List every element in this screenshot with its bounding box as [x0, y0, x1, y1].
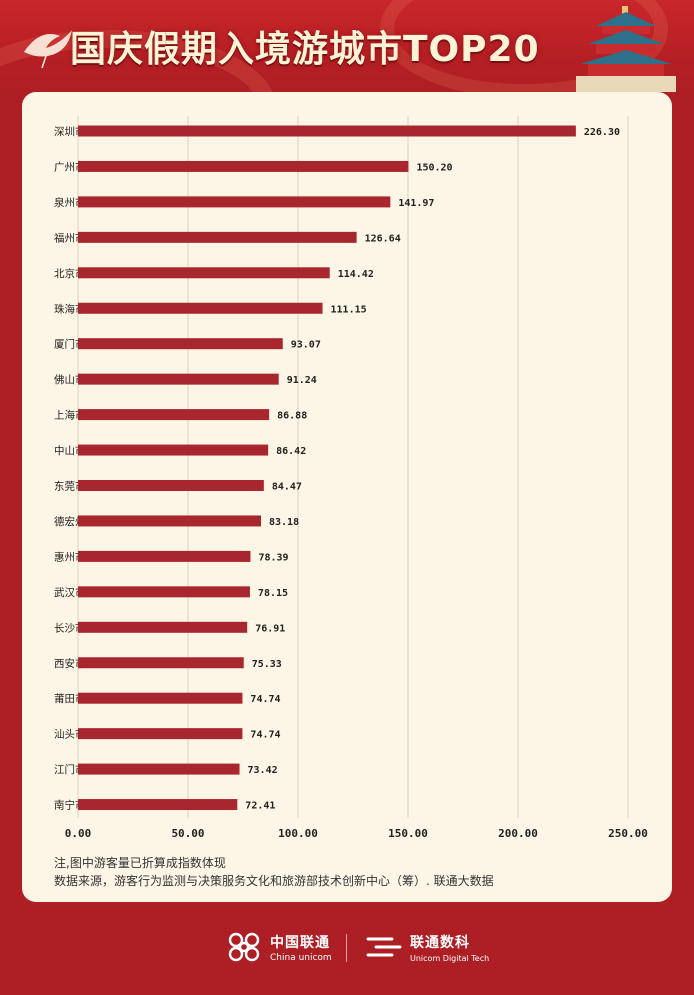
- category-label: 东莞市: [54, 480, 86, 493]
- bar: [78, 692, 243, 704]
- unicom-digital-brand: 联通数科 Unicom Digital Tech: [410, 932, 489, 963]
- value-label: 74.74: [250, 730, 280, 741]
- value-label: 111.15: [331, 304, 367, 315]
- china-unicom-logo-icon: [228, 932, 260, 962]
- category-label: 深圳市: [54, 125, 86, 138]
- value-label: 75.33: [252, 659, 282, 670]
- bar: [78, 728, 243, 740]
- category-label: 佛山市: [54, 373, 86, 386]
- value-label: 86.42: [276, 446, 306, 457]
- x-tick-label: 0.00: [65, 827, 92, 840]
- bar: [78, 480, 264, 491]
- bar: [78, 515, 261, 527]
- x-tick-label: 150.00: [388, 827, 428, 840]
- value-label: 72.41: [245, 801, 275, 812]
- source-line: 数据来源，游客行为监测与决策服务文化和旅游部技术创新中心（筹）. 联通大数据: [54, 874, 494, 888]
- bar: [78, 373, 279, 385]
- value-label: 150.20: [416, 162, 452, 173]
- bar: [78, 763, 240, 775]
- category-label: 莆田市: [54, 692, 86, 705]
- value-label: 73.42: [248, 765, 278, 776]
- value-label: 91.24: [287, 375, 317, 386]
- category-label: 珠海市: [54, 302, 86, 315]
- category-label: 北京市: [54, 267, 86, 280]
- value-label: 114.42: [338, 269, 374, 280]
- bar: [78, 231, 357, 243]
- bar: [78, 586, 250, 598]
- chart-notes: 注,图中游客量已折算成指数体现 数据来源，游客行为监测与决策服务文化和旅游部技术…: [54, 854, 494, 890]
- bar: [78, 550, 251, 562]
- x-tick-label: 250.00: [608, 827, 648, 840]
- header-banner: 国庆假期入境游城市TOP20: [0, 0, 694, 95]
- category-label: 福州市: [54, 231, 86, 244]
- category-label: 广州市: [54, 160, 86, 173]
- unicom-digital-logo-icon: [366, 937, 402, 957]
- x-tick-label: 100.00: [278, 827, 318, 840]
- category-label: 汕头市: [54, 728, 86, 741]
- footer-divider: [346, 934, 347, 962]
- china-unicom-brand: 中国联通 China unicom: [270, 932, 332, 963]
- bar: [78, 125, 576, 137]
- value-label: 226.30: [584, 127, 620, 138]
- value-label: 78.39: [258, 552, 288, 563]
- value-label: 84.47: [272, 482, 302, 493]
- category-label: 武汉市: [54, 586, 86, 599]
- value-label: 141.97: [398, 198, 434, 209]
- value-label: 86.88: [277, 411, 307, 422]
- brand2-cn: 联通数科: [410, 935, 470, 951]
- brand1-cn: 中国联通: [270, 935, 330, 951]
- bar: [78, 409, 270, 421]
- category-label: 江门市: [54, 763, 86, 776]
- value-label: 74.74: [250, 694, 280, 705]
- brand1-en: China unicom: [270, 953, 332, 963]
- bar: [78, 160, 409, 172]
- x-tick-label: 50.00: [171, 827, 204, 840]
- category-label: 中山市: [54, 444, 86, 457]
- value-label: 76.91: [255, 623, 285, 634]
- category-label: 上海市: [54, 409, 86, 422]
- category-label: 南宁市: [54, 799, 86, 812]
- bar: [78, 196, 391, 208]
- category-label: 惠州市: [54, 550, 86, 563]
- crane-icon: [24, 30, 72, 69]
- bar: [78, 799, 238, 811]
- temple-icon: [576, 6, 676, 92]
- brand2-en: Unicom Digital Tech: [410, 954, 490, 963]
- category-label: 厦门市: [54, 338, 86, 351]
- note-line: 注,图中游客量已折算成指数体现: [54, 856, 226, 870]
- bar-chart: 0.00 50.00 100.00 150.00 200.00 250.00 深圳市 226.…: [54, 116, 648, 840]
- value-label: 83.18: [269, 517, 299, 528]
- category-label: 德宏州: [54, 515, 86, 528]
- category-label: 泉州市: [54, 196, 86, 209]
- page-title: 国庆假期入境游城市TOP20: [70, 29, 540, 70]
- x-tick-label: 200.00: [498, 827, 538, 840]
- bar: [78, 621, 248, 633]
- category-label: 长沙市: [54, 621, 86, 634]
- bar: [78, 338, 283, 350]
- bar: [78, 444, 269, 456]
- value-label: 78.15: [258, 588, 288, 599]
- footer: 中国联通 China unicom 联通数科 Unicom Digital Te…: [0, 928, 694, 968]
- bar: [78, 267, 330, 279]
- value-label: 93.07: [291, 340, 321, 351]
- bar: [78, 302, 323, 314]
- bar: [78, 657, 244, 669]
- category-label: 西安市: [54, 657, 86, 670]
- value-label: 126.64: [365, 233, 401, 244]
